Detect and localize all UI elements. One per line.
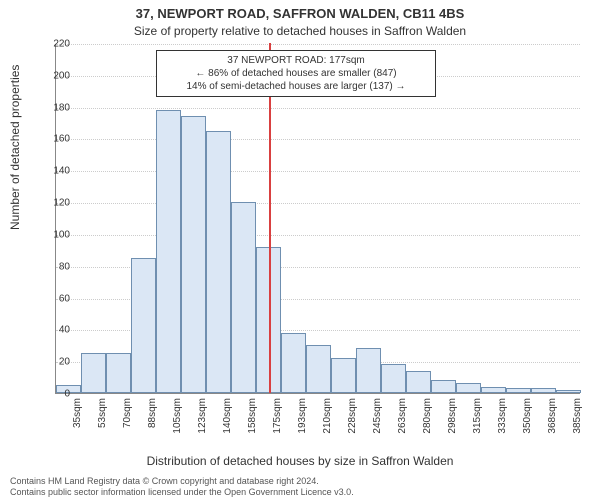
x-tick-label: 53sqm <box>97 398 108 428</box>
y-gridline <box>56 203 580 204</box>
y-tick-label: 160 <box>40 134 70 145</box>
y-gridline <box>56 171 580 172</box>
annotation-line: ← 86% of detached houses are smaller (84… <box>163 67 429 80</box>
y-tick-label: 0 <box>40 389 70 400</box>
histogram-bar <box>281 333 306 393</box>
x-tick-label: 350sqm <box>522 398 533 434</box>
histogram-bar <box>231 202 256 393</box>
chart-title-sub: Size of property relative to detached ho… <box>0 24 600 38</box>
x-tick-label: 280sqm <box>422 398 433 434</box>
y-tick-label: 140 <box>40 166 70 177</box>
y-gridline <box>56 108 580 109</box>
x-tick-label: 315sqm <box>472 398 483 434</box>
y-tick-label: 40 <box>40 325 70 336</box>
x-tick-label: 245sqm <box>372 398 383 434</box>
y-gridline <box>56 139 580 140</box>
x-tick-label: 333sqm <box>497 398 508 434</box>
y-gridline <box>56 44 580 45</box>
histogram-bar <box>306 345 331 393</box>
x-tick-label: 210sqm <box>322 398 333 434</box>
chart-title-main: 37, NEWPORT ROAD, SAFFRON WALDEN, CB11 4… <box>0 6 600 21</box>
y-tick-label: 120 <box>40 198 70 209</box>
histogram-bar <box>431 380 456 393</box>
x-tick-label: 88sqm <box>147 398 158 428</box>
y-tick-label: 60 <box>40 293 70 304</box>
x-tick-label: 35sqm <box>72 398 83 428</box>
y-tick-label: 20 <box>40 357 70 368</box>
histogram-bar <box>81 353 106 393</box>
annotation-line: 37 NEWPORT ROAD: 177sqm <box>163 54 429 67</box>
x-tick-label: 140sqm <box>222 398 233 434</box>
footer-line2: Contains public sector information licen… <box>10 487 590 498</box>
histogram-bar <box>531 388 556 393</box>
histogram-bar <box>156 110 181 393</box>
y-tick-label: 80 <box>40 261 70 272</box>
histogram-bar <box>381 364 406 393</box>
x-axis-label: Distribution of detached houses by size … <box>0 454 600 468</box>
histogram-bar <box>181 116 206 393</box>
histogram-bar <box>331 358 356 393</box>
y-tick-label: 200 <box>40 70 70 81</box>
x-tick-label: 70sqm <box>122 398 133 428</box>
histogram-bar <box>131 258 156 393</box>
y-gridline <box>56 235 580 236</box>
plot-area: 37 NEWPORT ROAD: 177sqm← 86% of detached… <box>55 44 580 394</box>
histogram-bar <box>506 388 531 393</box>
x-tick-label: 298sqm <box>447 398 458 434</box>
histogram-bar <box>356 348 381 393</box>
histogram-bar <box>481 387 506 393</box>
x-tick-label: 105sqm <box>172 398 183 434</box>
histogram-bar <box>556 390 581 393</box>
chart-footer: Contains HM Land Registry data © Crown c… <box>10 476 590 499</box>
histogram-bar <box>106 353 131 393</box>
x-tick-label: 385sqm <box>572 398 583 434</box>
x-tick-label: 263sqm <box>397 398 408 434</box>
x-tick-label: 158sqm <box>247 398 258 434</box>
y-tick-label: 100 <box>40 229 70 240</box>
y-axis-label: Number of detached properties <box>8 65 22 230</box>
annotation-box: 37 NEWPORT ROAD: 177sqm← 86% of detached… <box>156 50 436 97</box>
annotation-line: 14% of semi-detached houses are larger (… <box>163 80 429 93</box>
footer-line1: Contains HM Land Registry data © Crown c… <box>10 476 590 487</box>
histogram-bar <box>406 371 431 393</box>
x-tick-label: 123sqm <box>197 398 208 434</box>
x-tick-label: 228sqm <box>347 398 358 434</box>
x-tick-label: 368sqm <box>547 398 558 434</box>
chart-container: 37, NEWPORT ROAD, SAFFRON WALDEN, CB11 4… <box>0 0 600 500</box>
y-tick-label: 180 <box>40 102 70 113</box>
x-tick-label: 175sqm <box>272 398 283 434</box>
histogram-bar <box>456 383 481 393</box>
x-tick-label: 193sqm <box>297 398 308 434</box>
y-tick-label: 220 <box>40 39 70 50</box>
histogram-bar <box>206 131 231 394</box>
